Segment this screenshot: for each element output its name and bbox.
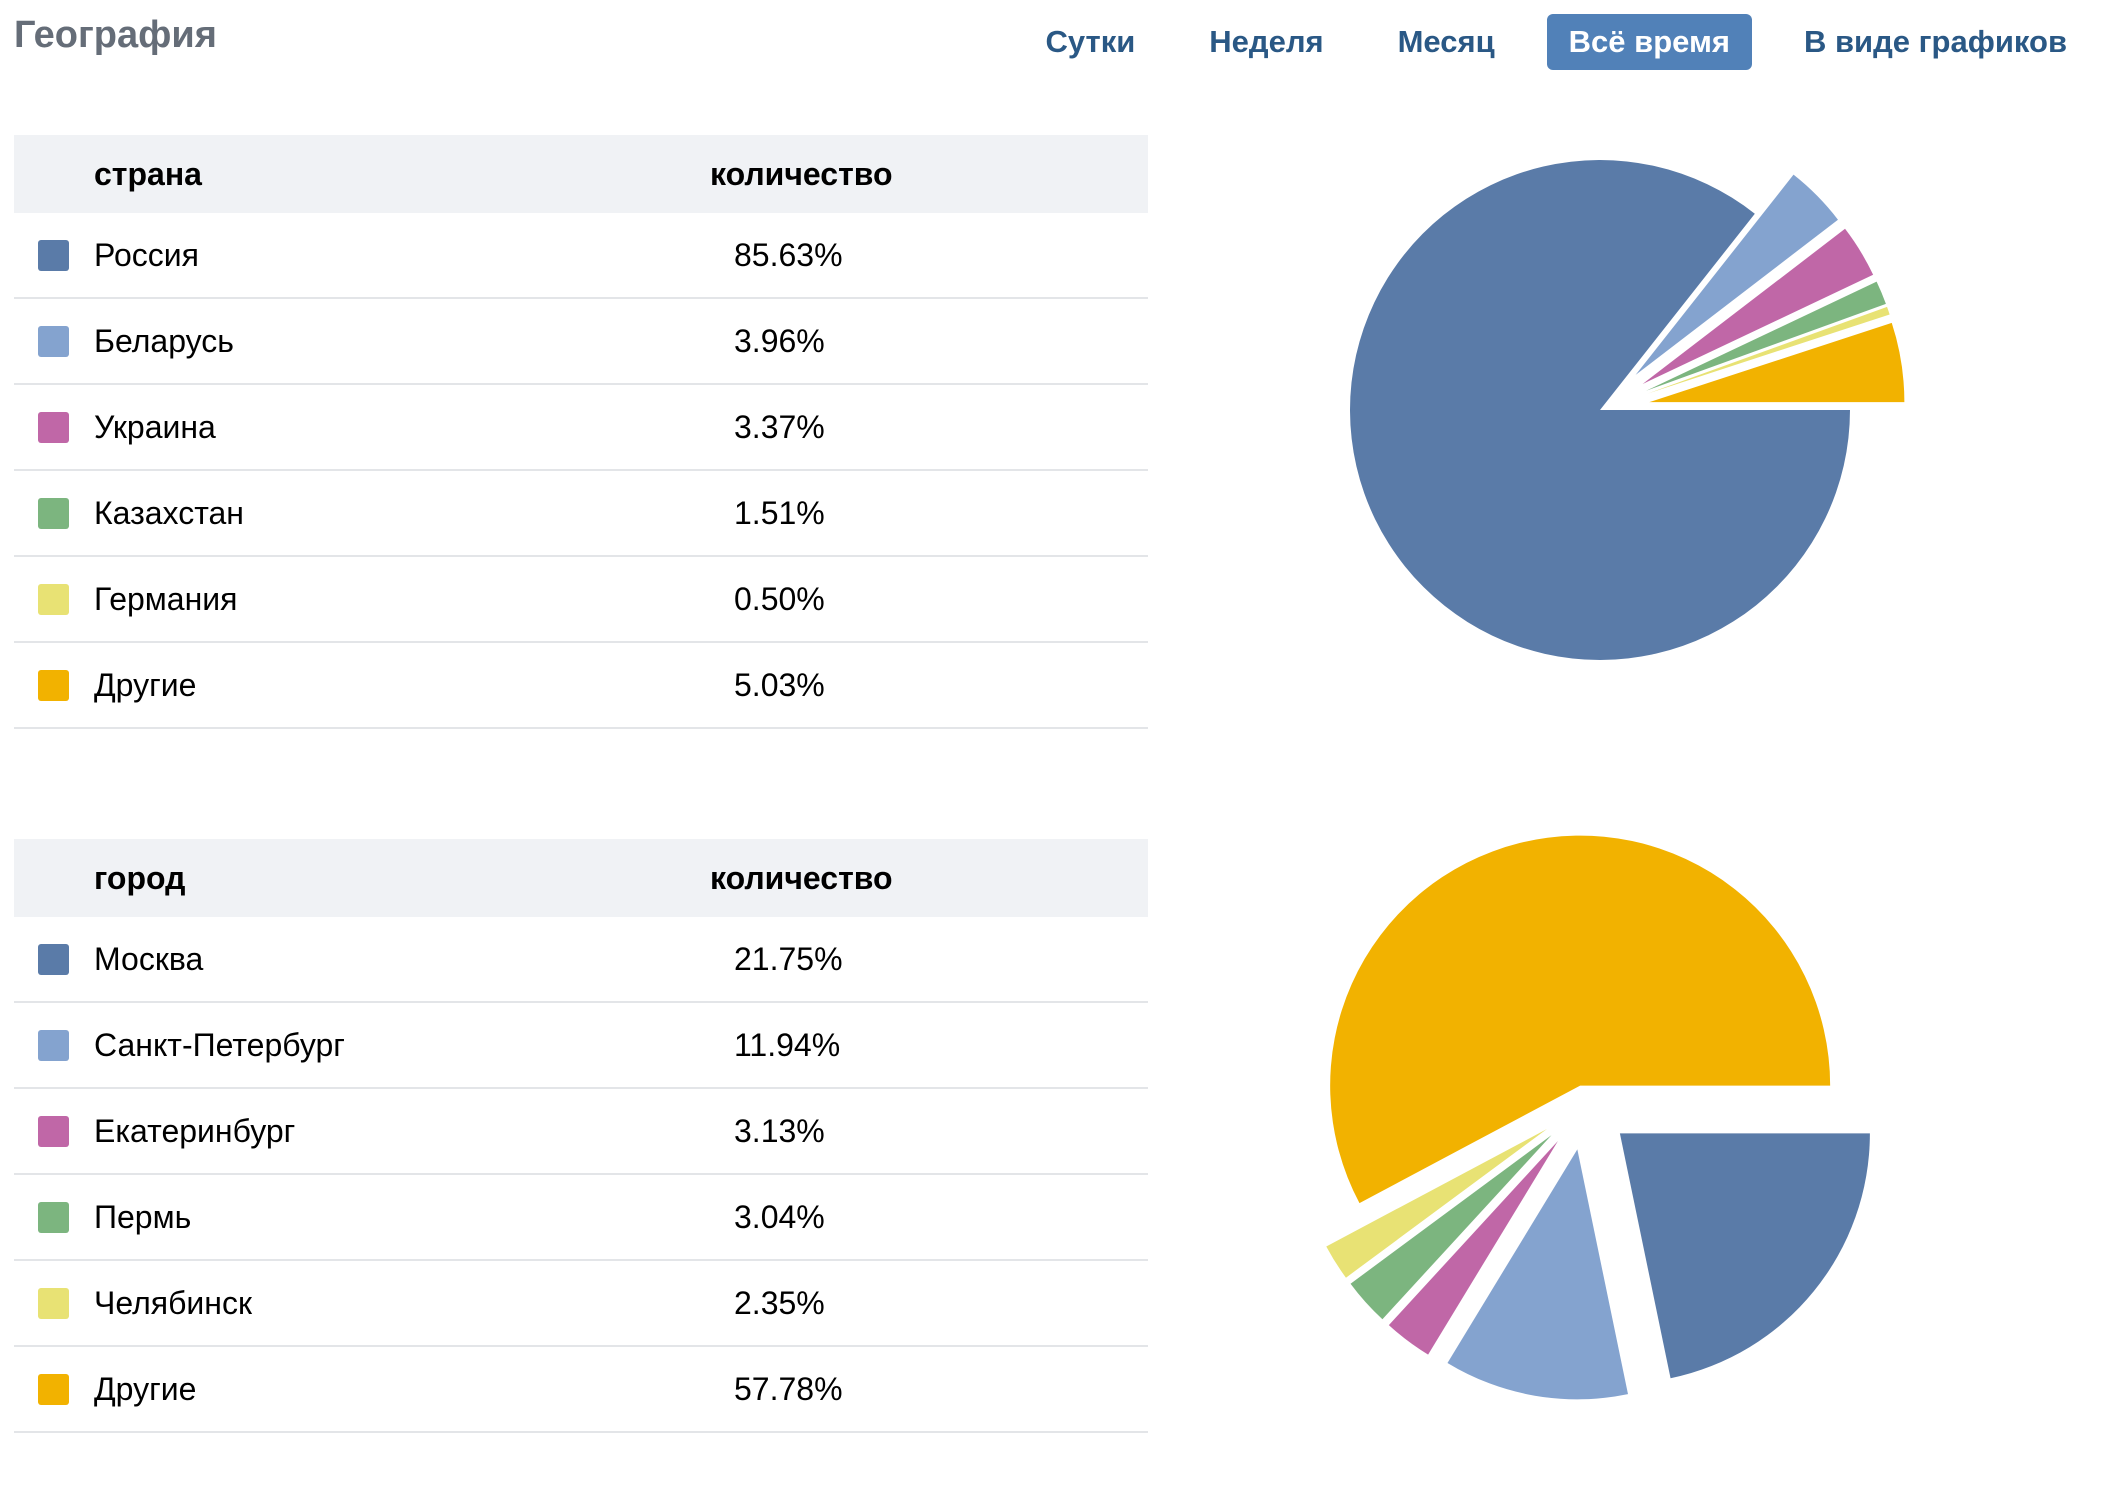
table-header: город количество bbox=[14, 839, 1148, 917]
table-row: Россия 85.63% bbox=[14, 213, 1148, 299]
column-header-city: город bbox=[94, 859, 186, 896]
city-name: Москва bbox=[94, 940, 204, 977]
table-row: Санкт-Петербург 11.94% bbox=[14, 1003, 1148, 1089]
tab-all-time[interactable]: Всё время bbox=[1546, 14, 1752, 70]
country-name: Германия bbox=[94, 580, 238, 617]
column-header-count: количество bbox=[710, 155, 893, 192]
tab-week[interactable]: Неделя bbox=[1209, 24, 1324, 59]
country-value: 85.63% bbox=[734, 236, 843, 273]
pie-slice-3 bbox=[1642, 228, 1874, 384]
country-table: страна количество Россия 85.63% Беларусь… bbox=[14, 135, 1148, 729]
pie-slice-1 bbox=[1619, 1133, 1870, 1379]
legend-swatch bbox=[38, 669, 69, 701]
table-row: Украина 3.37% bbox=[14, 385, 1148, 471]
pie-slice-2 bbox=[1447, 1149, 1629, 1400]
pie-slice-4 bbox=[1350, 1135, 1552, 1320]
table-row: Екатеринбург 3.13% bbox=[14, 1089, 1148, 1175]
table-header: страна количество bbox=[14, 135, 1148, 213]
legend-swatch bbox=[38, 1029, 69, 1061]
tab-day[interactable]: Сутки bbox=[1045, 24, 1136, 59]
legend-swatch bbox=[38, 1115, 69, 1147]
table-row: Челябинск 2.35% bbox=[14, 1261, 1148, 1347]
legend-swatch bbox=[38, 1287, 69, 1319]
table-row: Москва 21.75% bbox=[14, 917, 1148, 1003]
table-row: Казахстан 1.51% bbox=[14, 471, 1148, 557]
legend-swatch bbox=[38, 943, 69, 975]
city-name: Екатеринбург bbox=[94, 1112, 296, 1149]
country-name: Россия bbox=[94, 236, 199, 273]
pie-slice-3 bbox=[1388, 1140, 1558, 1355]
legend-swatch bbox=[38, 1201, 69, 1233]
table-row: Германия 0.50% bbox=[14, 557, 1148, 643]
table-row: Другие 5.03% bbox=[14, 643, 1148, 729]
country-name: Беларусь bbox=[94, 322, 234, 359]
pie-slice-5 bbox=[1326, 1129, 1547, 1278]
column-header-country: страна bbox=[94, 155, 202, 192]
city-value: 57.78% bbox=[734, 1370, 843, 1407]
legend-swatch bbox=[38, 411, 69, 443]
legend-swatch bbox=[38, 239, 69, 271]
city-value: 3.04% bbox=[734, 1198, 825, 1235]
city-name: Санкт-Петербург bbox=[94, 1026, 345, 1063]
country-value: 1.51% bbox=[734, 494, 825, 531]
pie-slice-5 bbox=[1647, 306, 1890, 394]
city-table: город количество Москва 21.75% Санкт-Пет… bbox=[14, 839, 1148, 1433]
city-name: Другие bbox=[94, 1370, 197, 1407]
page-title: География bbox=[14, 14, 217, 56]
city-pie-chart bbox=[1326, 835, 1870, 1400]
pie-slice-2 bbox=[1635, 174, 1838, 375]
country-name: Другие bbox=[94, 666, 197, 703]
country-name: Украина bbox=[94, 408, 216, 445]
pie-slice-6 bbox=[1330, 835, 1831, 1204]
city-name: Пермь bbox=[94, 1198, 192, 1235]
pie-slice-4 bbox=[1646, 281, 1886, 391]
table-row: Другие 57.78% bbox=[14, 1347, 1148, 1433]
legend-swatch bbox=[38, 1373, 69, 1405]
period-tabs: Сутки Неделя Месяц Всё время В виде граф… bbox=[994, 14, 2089, 70]
country-value: 3.37% bbox=[734, 408, 825, 445]
city-value: 2.35% bbox=[734, 1284, 825, 1321]
country-value: 0.50% bbox=[734, 580, 825, 617]
pie-slice-6 bbox=[1649, 322, 1905, 403]
table-row: Беларусь 3.96% bbox=[14, 299, 1148, 385]
country-name: Казахстан bbox=[94, 494, 244, 531]
country-value: 5.03% bbox=[734, 666, 825, 703]
legend-swatch bbox=[38, 497, 69, 529]
city-value: 11.94% bbox=[734, 1026, 841, 1063]
legend-swatch bbox=[38, 325, 69, 357]
pie-slice-1 bbox=[1350, 159, 1850, 661]
legend-swatch bbox=[38, 583, 69, 615]
country-value: 3.96% bbox=[734, 322, 825, 359]
column-header-count: количество bbox=[710, 859, 893, 896]
tab-month[interactable]: Месяц bbox=[1397, 24, 1495, 59]
city-value: 21.75% bbox=[734, 940, 843, 977]
city-value: 3.13% bbox=[734, 1112, 825, 1149]
city-name: Челябинск bbox=[94, 1284, 252, 1321]
country-pie-chart bbox=[1350, 159, 1905, 661]
table-row: Пермь 3.04% bbox=[14, 1175, 1148, 1261]
tab-charts-view[interactable]: В виде графиков bbox=[1803, 24, 2067, 59]
